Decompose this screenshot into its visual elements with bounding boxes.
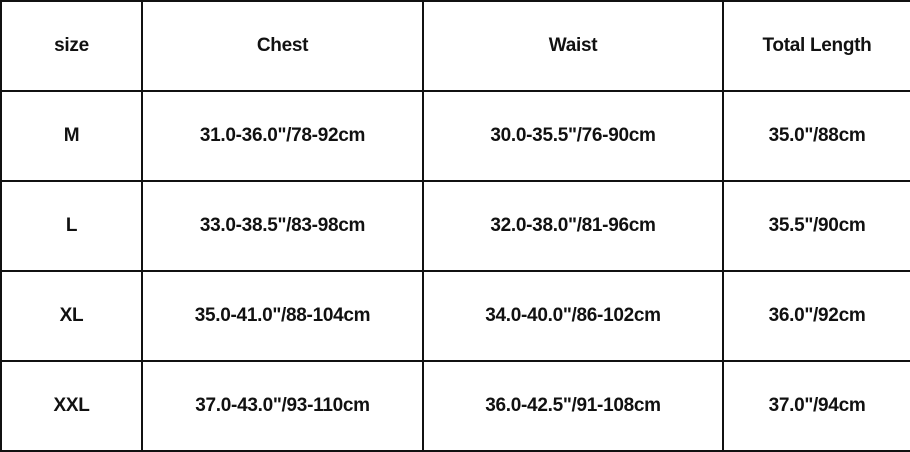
waist-cell: 30.0-35.5"/76-90cm (422, 90, 724, 182)
size-cell: XXL (0, 360, 143, 452)
length-cell: 35.5"/90cm (722, 180, 910, 272)
table-row: XL 35.0-41.0"/88-104cm 34.0-40.0"/86-102… (0, 270, 910, 362)
size-cell: XL (0, 270, 143, 362)
header-total-length: Total Length (722, 0, 910, 92)
waist-cell: 32.0-38.0"/81-96cm (422, 180, 724, 272)
header-size: size (0, 0, 143, 92)
chest-cell: 35.0-41.0"/88-104cm (141, 270, 424, 362)
header-row: size Chest Waist Total Length (0, 0, 910, 92)
waist-cell: 34.0-40.0"/86-102cm (422, 270, 724, 362)
chest-cell: 33.0-38.5"/83-98cm (141, 180, 424, 272)
size-cell: L (0, 180, 143, 272)
header-chest: Chest (141, 0, 424, 92)
table-row: XXL 37.0-43.0"/93-110cm 36.0-42.5"/91-10… (0, 360, 910, 452)
chest-cell: 37.0-43.0"/93-110cm (141, 360, 424, 452)
length-cell: 36.0"/92cm (722, 270, 910, 362)
header-waist: Waist (422, 0, 724, 92)
length-cell: 35.0"/88cm (722, 90, 910, 182)
size-cell: M (0, 90, 143, 182)
table-row: L 33.0-38.5"/83-98cm 32.0-38.0"/81-96cm … (0, 180, 910, 272)
length-cell: 37.0"/94cm (722, 360, 910, 452)
table-row: M 31.0-36.0"/78-92cm 30.0-35.5"/76-90cm … (0, 90, 910, 182)
waist-cell: 36.0-42.5"/91-108cm (422, 360, 724, 452)
chest-cell: 31.0-36.0"/78-92cm (141, 90, 424, 182)
